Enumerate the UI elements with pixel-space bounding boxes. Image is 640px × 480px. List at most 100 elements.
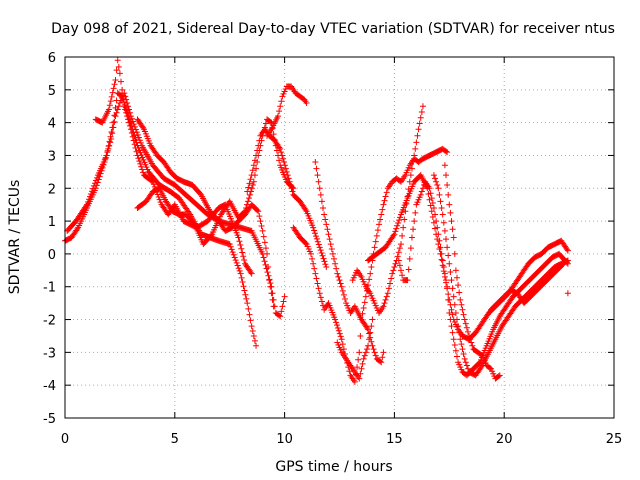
data-point xyxy=(325,231,332,238)
data-point xyxy=(318,249,325,256)
data-point xyxy=(478,351,485,358)
data-point xyxy=(381,300,388,307)
data-point xyxy=(440,219,447,226)
data-point xyxy=(461,316,468,323)
data-point xyxy=(107,98,114,105)
data-point xyxy=(462,359,469,366)
data-point xyxy=(450,234,457,241)
y-tick-label: 2 xyxy=(48,182,56,197)
data-point xyxy=(240,253,247,260)
data-point xyxy=(249,167,256,174)
data-point xyxy=(307,250,314,257)
data-point xyxy=(115,63,122,70)
data-point xyxy=(267,283,274,290)
data-point xyxy=(411,152,418,159)
data-point xyxy=(419,185,426,192)
data-point xyxy=(253,342,260,349)
y-tick-label: 0 xyxy=(48,248,56,263)
data-point xyxy=(366,330,373,337)
data-point xyxy=(242,208,249,215)
data-point xyxy=(129,133,136,140)
data-point xyxy=(111,118,118,125)
data-point xyxy=(314,172,321,179)
data-point xyxy=(457,336,464,343)
data-point xyxy=(373,232,380,239)
data-point xyxy=(282,165,289,172)
data-point xyxy=(444,149,451,156)
data-point xyxy=(261,239,268,246)
data-point xyxy=(331,255,338,262)
data-point xyxy=(363,346,370,353)
y-tick-label: -4 xyxy=(43,379,56,394)
data-point xyxy=(229,249,236,256)
data-point xyxy=(449,226,456,233)
data-point xyxy=(441,227,448,234)
data-point xyxy=(313,235,320,242)
data-point xyxy=(111,112,118,119)
data-point xyxy=(376,221,383,228)
data-point xyxy=(337,280,344,287)
data-point xyxy=(396,217,403,224)
data-point xyxy=(112,76,119,83)
x-tick-label: 25 xyxy=(606,432,623,447)
data-point xyxy=(278,308,285,315)
data-point xyxy=(357,332,364,339)
data-point xyxy=(452,347,459,354)
data-point xyxy=(395,257,402,264)
data-point xyxy=(280,159,287,166)
data-point xyxy=(238,274,245,281)
data-point xyxy=(495,373,502,380)
data-point xyxy=(397,214,404,221)
data-point xyxy=(247,269,254,276)
data-point xyxy=(134,152,141,159)
data-point xyxy=(430,172,437,179)
y-tick-label: 5 xyxy=(48,84,56,99)
y-tick-label: 4 xyxy=(48,117,56,132)
data-point xyxy=(239,279,246,286)
data-point xyxy=(445,296,452,303)
data-point xyxy=(334,324,341,331)
data-point xyxy=(445,291,452,298)
plot-frame xyxy=(64,56,615,419)
data-point xyxy=(378,211,385,218)
data-point xyxy=(326,236,333,243)
data-point xyxy=(128,129,135,136)
data-point xyxy=(317,247,324,254)
x-tick-label: 0 xyxy=(61,432,69,447)
x-tick-label: 15 xyxy=(386,432,403,447)
data-point xyxy=(317,191,324,198)
data-point xyxy=(392,228,399,235)
data-point xyxy=(384,290,391,297)
data-point xyxy=(369,316,376,323)
data-point xyxy=(245,184,252,191)
data-point xyxy=(410,159,417,166)
data-point xyxy=(407,172,414,179)
data-point xyxy=(328,245,335,252)
x-tick-label: 10 xyxy=(276,432,293,447)
data-point xyxy=(234,262,241,269)
data-point xyxy=(450,336,457,343)
data-point xyxy=(288,185,295,192)
data-point xyxy=(112,104,119,111)
data-point xyxy=(250,332,257,339)
data-point xyxy=(233,259,240,266)
data-point xyxy=(190,220,197,227)
data-point xyxy=(250,178,257,185)
data-point xyxy=(266,277,273,284)
data-point xyxy=(74,226,81,233)
data-point xyxy=(230,251,237,258)
data-point xyxy=(447,316,454,323)
data-point xyxy=(460,351,467,358)
data-point xyxy=(287,181,294,188)
data-point xyxy=(450,293,457,300)
data-point xyxy=(451,341,458,348)
data-point xyxy=(417,191,424,198)
data-point xyxy=(140,124,147,131)
data-point xyxy=(314,238,321,245)
data-point xyxy=(415,126,422,133)
data-point xyxy=(395,219,402,226)
data-point xyxy=(122,106,129,113)
data-point xyxy=(245,198,251,205)
data-point xyxy=(260,233,267,240)
data-point xyxy=(360,305,367,312)
